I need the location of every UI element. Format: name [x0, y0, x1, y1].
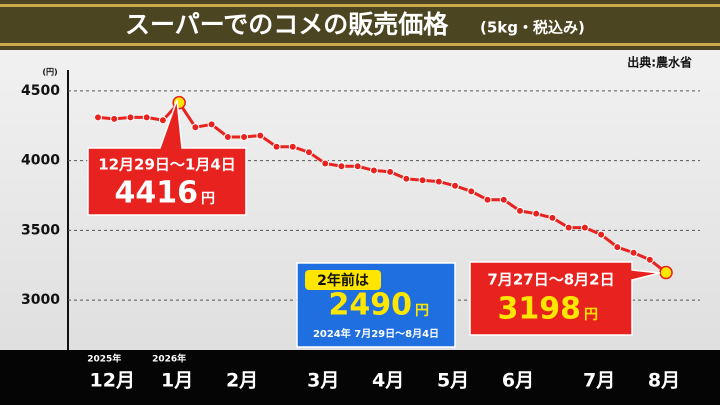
y-tick-label: 4500	[21, 83, 60, 99]
callout-heading-bg	[305, 270, 381, 290]
data-point	[467, 187, 476, 196]
data-point	[499, 195, 508, 204]
y-unit: (円)	[42, 68, 57, 77]
y-tick-label: 3500	[21, 222, 60, 238]
data-point	[645, 255, 654, 264]
data-point	[142, 113, 151, 122]
data-point	[272, 142, 281, 151]
x-tick-label: 6月	[502, 370, 534, 392]
data-point	[386, 167, 395, 176]
source: 出典:農水省	[627, 55, 692, 70]
x-tick-label: 1月	[161, 370, 193, 392]
data-point	[158, 116, 167, 125]
x-axis-band	[0, 350, 720, 405]
year-label: 2025年	[87, 353, 121, 365]
x-tick-label: 8月	[648, 370, 680, 392]
data-point	[629, 248, 638, 257]
data-point	[483, 195, 492, 204]
title-border	[0, 43, 720, 46]
data-point	[369, 166, 378, 175]
data-point	[126, 113, 135, 122]
callout-value: 3198	[498, 292, 582, 327]
data-point	[532, 209, 541, 218]
data-point	[337, 162, 346, 171]
chart-title: スーパーでのコメの販売価格	[125, 10, 449, 39]
callout	[87, 99, 247, 216]
callout-unit: 円	[415, 303, 429, 319]
data-point	[353, 162, 362, 171]
data-point	[434, 177, 443, 186]
data-point	[223, 132, 232, 141]
callout-date: 2024年 7月29日～8月4日	[313, 327, 439, 340]
callout-unit: 円	[584, 307, 598, 323]
title-border	[0, 4, 720, 7]
data-point	[256, 131, 265, 140]
data-point	[191, 123, 200, 132]
data-point	[515, 206, 524, 215]
data-point	[402, 174, 411, 183]
callout	[469, 261, 661, 336]
data-point	[288, 142, 297, 151]
highlight-point	[659, 265, 673, 280]
data-point	[240, 132, 249, 141]
chart-subtitle: (5kg・税込み)	[480, 19, 585, 37]
x-tick-label: 3月	[307, 370, 339, 392]
y-tick-label: 4000	[21, 153, 60, 169]
data-point	[207, 120, 216, 129]
data-point	[564, 223, 573, 232]
callout-value: 4416	[115, 176, 199, 211]
title-bar	[0, 0, 720, 50]
data-point	[418, 176, 427, 185]
x-tick-label: 7月	[583, 370, 615, 392]
x-tick-label: 4月	[372, 370, 404, 392]
y-tick-label: 3000	[21, 292, 60, 308]
data-point	[451, 181, 460, 190]
callout-date: 7月27日～8月2日	[487, 271, 614, 289]
x-tick-label: 12月	[90, 370, 135, 392]
x-tick-label: 2月	[226, 370, 258, 392]
callout-value: 2490	[329, 288, 413, 323]
data-point	[94, 113, 102, 122]
year-label: 2026年	[152, 353, 186, 365]
data-point	[597, 230, 606, 239]
callout-unit: 円	[201, 191, 215, 207]
callout-heading: 2年前は	[317, 272, 369, 289]
data-point	[580, 223, 589, 232]
data-point	[321, 159, 330, 168]
data-point	[613, 243, 622, 252]
data-point	[548, 213, 557, 222]
data-point	[304, 148, 313, 157]
data-point	[110, 114, 119, 123]
x-tick-label: 5月	[437, 370, 469, 392]
callout-date: 12月29日～1月4日	[98, 156, 236, 174]
